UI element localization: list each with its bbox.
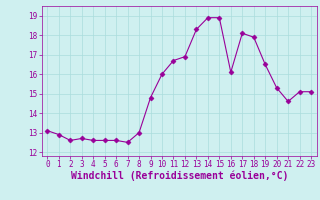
X-axis label: Windchill (Refroidissement éolien,°C): Windchill (Refroidissement éolien,°C)	[70, 171, 288, 181]
